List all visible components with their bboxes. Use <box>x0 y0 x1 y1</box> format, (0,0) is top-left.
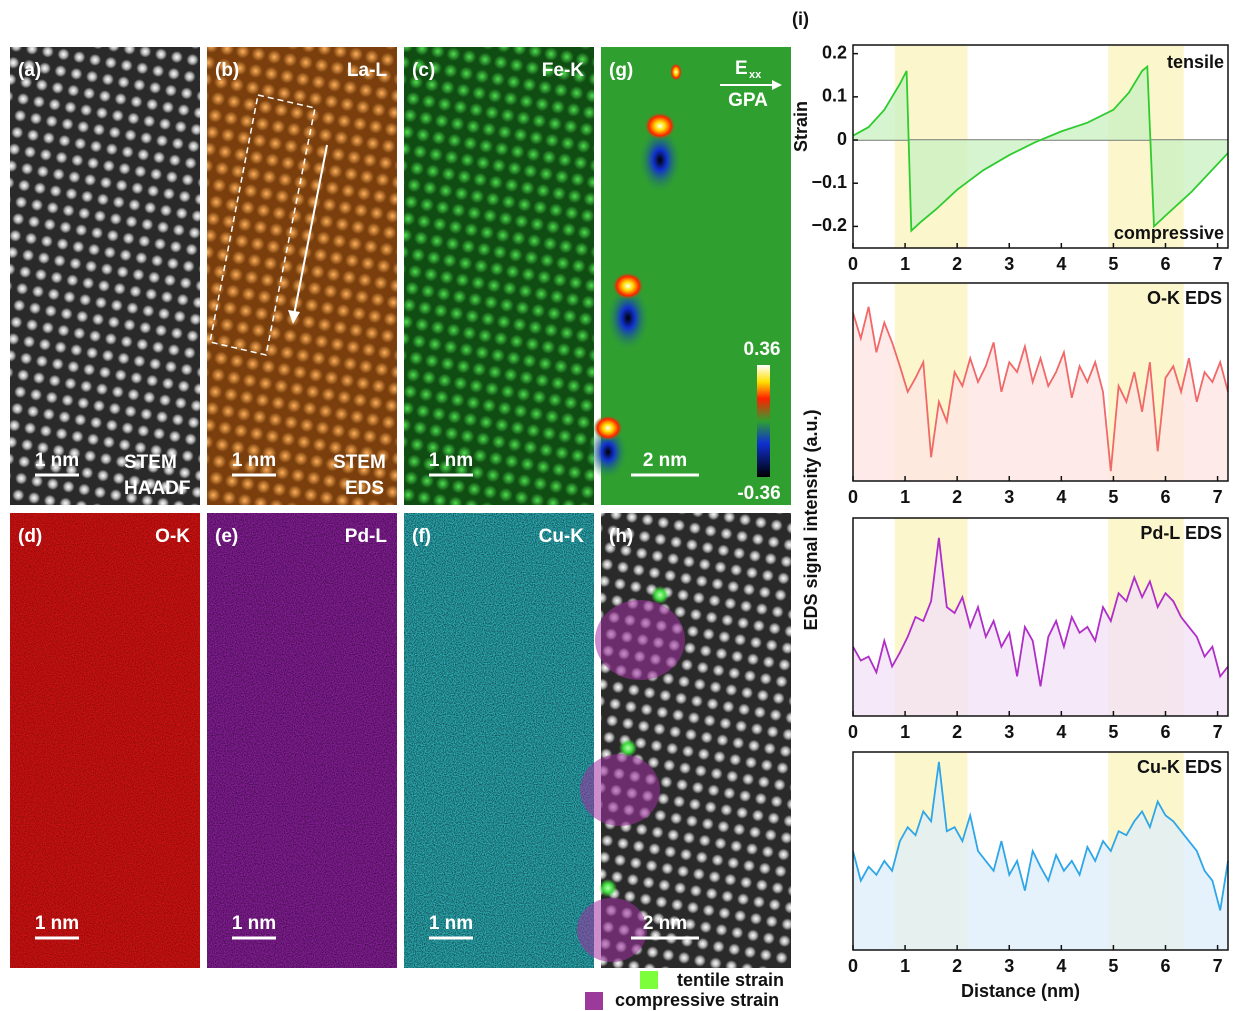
x-tick-label: 2 <box>952 487 962 507</box>
panel-label: (h) <box>609 526 633 547</box>
panel-label: (g) <box>609 60 633 81</box>
x-tick-label: 0 <box>848 956 858 976</box>
scale-label: 1 nm <box>429 450 473 471</box>
x-tick-label: 3 <box>1004 487 1014 507</box>
y-tick-label: 0.2 <box>822 42 847 62</box>
x-tick-label: 0 <box>848 487 858 507</box>
method: GPA <box>728 90 768 111</box>
x-tick-label: 6 <box>1160 956 1170 976</box>
caption: STEM <box>124 452 177 473</box>
x-tick-label: 3 <box>1004 254 1014 274</box>
x-tick-label: 2 <box>952 254 962 274</box>
element-label: O-K <box>155 526 190 547</box>
fe-map <box>404 47 594 505</box>
x-tick-label: 0 <box>848 254 858 274</box>
panel-label: (i) <box>792 9 809 29</box>
x-tick-label: 2 <box>952 956 962 976</box>
scale-label: 1 nm <box>35 913 79 934</box>
x-tick-label: 6 <box>1160 487 1170 507</box>
x-tick-label: 5 <box>1108 487 1118 507</box>
legend-swatch <box>640 971 658 989</box>
x-tick-label: 7 <box>1213 722 1223 742</box>
annotation: tensile <box>1167 52 1224 72</box>
x-axis-title: Distance (nm) <box>961 981 1080 1001</box>
y-tick-label: −0.1 <box>811 172 847 192</box>
element-label: La-L <box>347 60 388 81</box>
x-tick-label: 7 <box>1213 487 1223 507</box>
element-label: Fe-K <box>542 60 585 81</box>
y-tick-label: 0 <box>837 129 847 149</box>
page: {"figure": {"label": "(i)", "eds_ylabel"… <box>0 0 1233 1011</box>
x-tick-label: 6 <box>1160 722 1170 742</box>
subscript: xx <box>749 69 762 81</box>
legend-label: tentile strain <box>677 970 784 990</box>
x-tick-label: 3 <box>1004 722 1014 742</box>
scale-label: 1 nm <box>35 450 79 471</box>
x-tick-label: 7 <box>1213 254 1223 274</box>
colorbar-min: -0.36 <box>737 483 780 504</box>
x-tick-label: 1 <box>900 254 910 274</box>
panel-label: (f) <box>412 526 431 547</box>
x-tick-label: 3 <box>1004 956 1014 976</box>
x-tick-label: 5 <box>1108 956 1118 976</box>
strain-overlay <box>577 513 791 968</box>
y-tick-label: −0.2 <box>811 215 847 235</box>
element-label: Cu-K <box>539 526 585 547</box>
y-tick-label: 0.1 <box>822 86 847 106</box>
figure: tentile strain compressive strain (i) ED… <box>0 0 1233 1011</box>
legend-label: compressive strain <box>615 990 779 1010</box>
element-label: Pd-L <box>345 526 388 547</box>
y-axis-title: Strain <box>791 101 811 152</box>
scale-label: 1 nm <box>429 913 473 934</box>
annotation: compressive <box>1114 223 1224 243</box>
x-tick-label: 6 <box>1160 254 1170 274</box>
x-tick-label: 2 <box>952 722 962 742</box>
x-tick-label: 0 <box>848 722 858 742</box>
panel-label: (d) <box>18 526 42 547</box>
chart-title: Pd-L EDS <box>1140 523 1222 543</box>
pd-map <box>207 513 397 968</box>
chart-title: O-K EDS <box>1147 288 1222 308</box>
x-tick-label: 5 <box>1108 254 1118 274</box>
caption: EDS <box>345 478 384 499</box>
y-axis-title: EDS signal intensity (a.u.) <box>801 409 821 630</box>
colorbar-max: 0.36 <box>744 339 781 360</box>
x-tick-label: 1 <box>900 722 910 742</box>
panel-label: (c) <box>412 60 435 81</box>
x-tick-label: 7 <box>1213 956 1223 976</box>
x-tick-label: 4 <box>1056 487 1066 507</box>
gpa-map <box>588 47 791 505</box>
caption: HAADF <box>124 478 191 499</box>
legend-swatch <box>585 992 603 1010</box>
symbol: E <box>735 58 748 79</box>
panel-label: (e) <box>215 526 238 547</box>
o-map <box>10 513 200 968</box>
chart-title: Cu-K EDS <box>1137 757 1222 777</box>
x-tick-label: 5 <box>1108 722 1118 742</box>
cu-map <box>404 513 594 968</box>
scale-label: 2 nm <box>643 450 687 471</box>
haadf-image <box>10 47 200 505</box>
x-tick-label: 1 <box>900 956 910 976</box>
scale-label: 1 nm <box>232 450 276 471</box>
x-tick-label: 4 <box>1056 956 1066 976</box>
panel-label: (b) <box>215 60 239 81</box>
panel-label: (a) <box>18 60 41 81</box>
x-tick-label: 4 <box>1056 254 1066 274</box>
caption: STEM <box>333 452 386 473</box>
scale-label: 2 nm <box>643 913 687 934</box>
scale-label: 1 nm <box>232 913 276 934</box>
x-tick-label: 1 <box>900 487 910 507</box>
x-tick-label: 4 <box>1056 722 1066 742</box>
